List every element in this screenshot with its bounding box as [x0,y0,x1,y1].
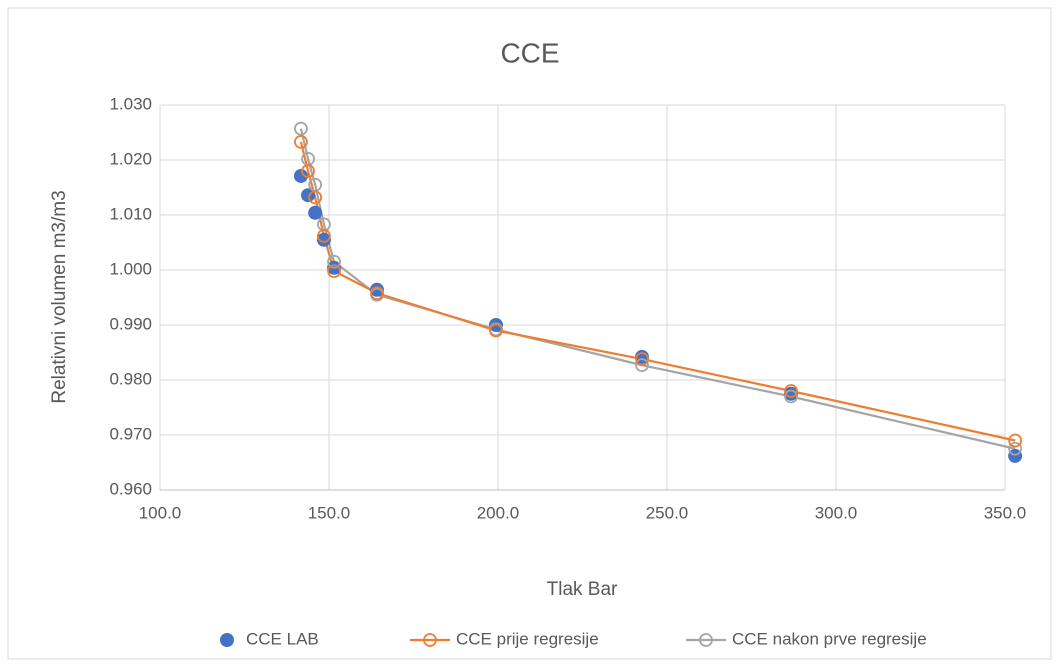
point [327,264,341,279]
point [1008,433,1023,448]
point [317,228,331,243]
point [220,633,234,647]
point [293,168,308,183]
point [327,254,341,269]
x-tick-label: 250.0 [646,503,689,522]
x-tick-label: 350.0 [984,503,1027,522]
legend-label: CCE prije regresije [456,629,599,648]
series-line [299,141,1016,442]
y-tick-label: 0.980 [109,369,152,388]
point [308,177,323,192]
point [784,384,798,398]
y-tick-label: 1.020 [109,149,152,168]
series-line [299,128,1016,450]
y-tick-label: 0.970 [109,424,152,443]
point [784,386,799,401]
point [635,352,649,367]
x-tick-label: 200.0 [477,503,520,522]
point [369,282,384,297]
point [301,151,315,166]
y-tick-label: 0.960 [109,479,152,498]
point [784,389,798,404]
y-tick-label: 1.010 [109,204,152,223]
x-axis-title: Tlak Bar [547,579,618,600]
y-tick-label: 0.990 [109,314,152,333]
chart-frame [7,7,1052,660]
point [1008,441,1023,456]
point [370,286,384,301]
point [423,633,437,647]
x-tick-label: 300.0 [815,503,858,522]
point [699,633,713,647]
y-tick-label: 1.030 [109,94,152,113]
point [294,134,308,149]
point [1008,448,1023,463]
legend-label: CCE LAB [246,629,319,648]
point [308,190,323,205]
chart-title: CCE [500,37,559,68]
point [317,217,331,232]
point [294,121,308,136]
y-axis-title: Relativni volumen m3/m3 [49,190,70,403]
y-tick-label: 1.000 [109,259,152,278]
point [308,205,323,220]
point [316,232,331,247]
legend-label: CCE nakon prve regresije [732,629,927,648]
point [635,358,649,373]
x-tick-label: 150.0 [308,503,351,522]
x-tick-label: 100.0 [139,503,182,522]
point [301,164,315,178]
point [489,323,503,338]
